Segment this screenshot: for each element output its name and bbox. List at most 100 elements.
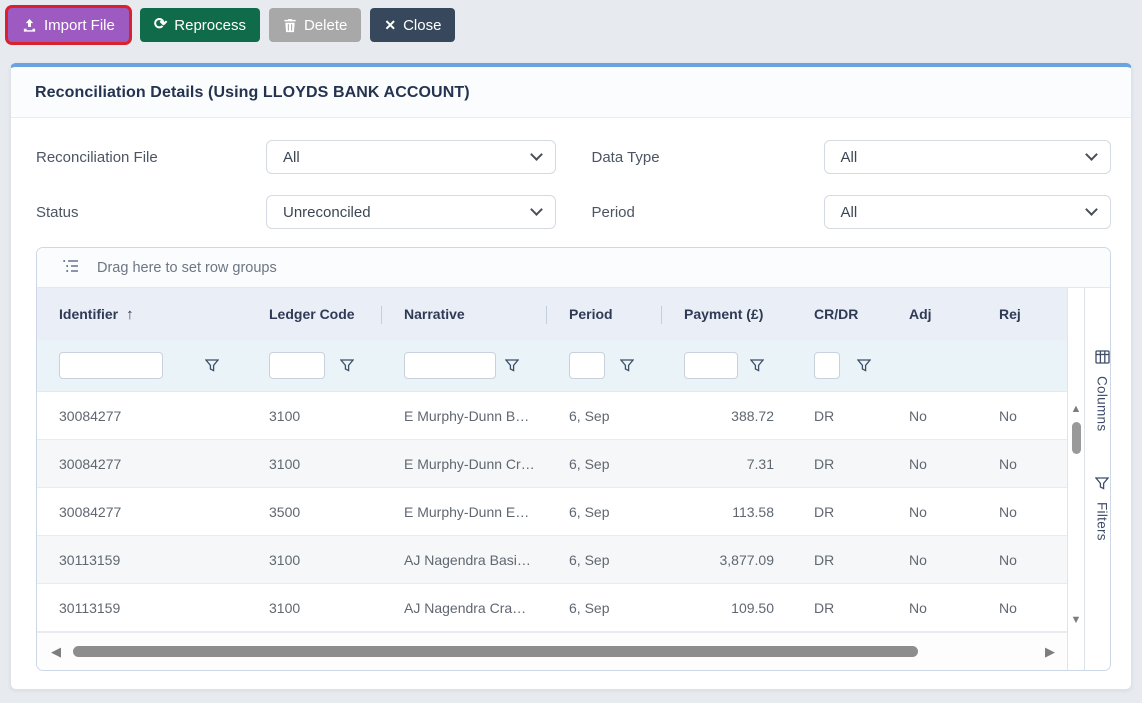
filter-cell-payment: [662, 340, 792, 391]
horizontal-scroll-track[interactable]: [73, 646, 1033, 657]
period-filter-input[interactable]: [569, 352, 605, 379]
reprocess-button[interactable]: ⟳ Reprocess: [140, 8, 260, 42]
import-file-label: Import File: [44, 18, 115, 33]
status-select[interactable]: Unreconciled: [266, 195, 556, 229]
tab-columns-label: Columns: [1095, 376, 1110, 431]
period-field: Period All: [592, 195, 1112, 229]
cell-rej: No: [977, 408, 1067, 424]
period-value: All: [841, 204, 858, 221]
cell-narrative: AJ Nagendra Cra…: [382, 600, 547, 616]
scroll-left-icon[interactable]: ◀: [51, 645, 61, 658]
cell-adj: No: [887, 552, 977, 568]
chevron-down-icon: [530, 148, 543, 161]
tab-filters-label: Filters: [1095, 502, 1110, 541]
cell-ledger-code: 3100: [247, 552, 382, 568]
horizontal-scrollbar[interactable]: ◀ ▶: [37, 632, 1067, 670]
narrative-filter-input[interactable]: [404, 352, 496, 379]
grid-filter-row: [37, 340, 1067, 391]
cell-ledger-code: 3100: [247, 600, 382, 616]
table-row[interactable]: 30084277 3500 E Murphy-Dunn E… 6, Sep 11…: [37, 488, 1067, 536]
column-header-narrative[interactable]: Narrative: [382, 288, 547, 340]
cell-rej: No: [977, 504, 1067, 520]
filter-menu-icon[interactable]: [857, 359, 871, 372]
column-label: Rej: [999, 306, 1021, 322]
filter-icon: [1095, 477, 1109, 495]
payment-filter-input[interactable]: [684, 352, 738, 379]
column-header-rej[interactable]: Rej: [977, 288, 1067, 340]
horizontal-scroll-thumb[interactable]: [73, 646, 918, 657]
column-header-period[interactable]: Period: [547, 288, 662, 340]
trash-icon: [283, 18, 297, 33]
filter-cell-ledger-code: [247, 340, 382, 391]
import-file-button[interactable]: Import File: [8, 8, 129, 42]
filter-menu-icon[interactable]: [505, 359, 519, 372]
cell-crdr: DR: [792, 600, 887, 616]
crdr-filter-input[interactable]: [814, 352, 840, 379]
filter-form-row: Status Unreconciled Period All: [36, 195, 1111, 229]
sync-icon: ⟳: [154, 17, 167, 33]
cell-identifier: 30113159: [37, 552, 247, 568]
column-header-ledger-code[interactable]: Ledger Code: [247, 288, 382, 340]
scroll-down-icon[interactable]: ▼: [1071, 615, 1082, 626]
columns-icon: [1095, 350, 1110, 369]
column-header-payment[interactable]: Payment (£): [662, 288, 792, 340]
row-group-panel[interactable]: Drag here to set row groups: [37, 248, 1110, 288]
row-group-hint: Drag here to set row groups: [97, 260, 277, 276]
cell-ledger-code: 3500: [247, 504, 382, 520]
filter-menu-icon[interactable]: [205, 359, 219, 372]
close-button[interactable]: ✕ Close: [370, 8, 455, 42]
cell-identifier: 30084277: [37, 504, 247, 520]
table-row[interactable]: 30113159 3100 AJ Nagendra Basi… 6, Sep 3…: [37, 536, 1067, 584]
column-label: Narrative: [404, 306, 465, 322]
data-type-value: All: [841, 149, 858, 166]
status-value: Unreconciled: [283, 204, 371, 221]
chevron-down-icon: [1085, 203, 1098, 216]
ledger-code-filter-input[interactable]: [269, 352, 325, 379]
period-label: Period: [592, 204, 824, 221]
reconciliation-grid: Drag here to set row groups Identifier ↑…: [36, 247, 1111, 671]
filter-cell-period: [547, 340, 662, 391]
identifier-filter-input[interactable]: [59, 352, 163, 379]
delete-button[interactable]: Delete: [269, 8, 361, 42]
cell-payment: 388.72: [662, 408, 792, 424]
filter-form-row: Reconciliation File All Data Type All: [36, 140, 1111, 174]
vertical-scroll-thumb[interactable]: [1072, 422, 1081, 454]
cell-identifier: 30113159: [37, 600, 247, 616]
cell-crdr: DR: [792, 552, 887, 568]
filter-menu-icon[interactable]: [750, 359, 764, 372]
scroll-up-icon[interactable]: ▲: [1071, 404, 1082, 415]
scroll-right-icon[interactable]: ▶: [1045, 645, 1055, 658]
cell-payment: 7.31: [662, 456, 792, 472]
table-row[interactable]: 30084277 3100 E Murphy-Dunn Cr… 6, Sep 7…: [37, 440, 1067, 488]
cell-crdr: DR: [792, 408, 887, 424]
filter-menu-icon[interactable]: [340, 359, 354, 372]
data-type-select[interactable]: All: [824, 140, 1112, 174]
status-label: Status: [36, 204, 266, 221]
vertical-scrollbar[interactable]: ▲ ▼: [1067, 288, 1084, 670]
tab-columns[interactable]: Columns: [1095, 350, 1110, 431]
column-header-adj[interactable]: Adj: [887, 288, 977, 340]
cell-period: 6, Sep: [547, 552, 662, 568]
card-header: Reconciliation Details (Using LLOYDS BAN…: [11, 67, 1131, 118]
table-row[interactable]: 30084277 3100 E Murphy-Dunn B… 6, Sep 38…: [37, 392, 1067, 440]
filter-menu-icon[interactable]: [620, 359, 634, 372]
cell-identifier: 30084277: [37, 408, 247, 424]
reconciliation-file-select[interactable]: All: [266, 140, 556, 174]
cell-rej: No: [977, 600, 1067, 616]
row-group-icon: [63, 259, 79, 277]
filter-cell-crdr: [792, 340, 887, 391]
table-row[interactable]: 30113159 3100 AJ Nagendra Cra… 6, Sep 10…: [37, 584, 1067, 632]
cell-narrative: AJ Nagendra Basi…: [382, 552, 547, 568]
cell-adj: No: [887, 504, 977, 520]
cell-adj: No: [887, 600, 977, 616]
cell-payment: 3,877.09: [662, 552, 792, 568]
column-header-identifier[interactable]: Identifier ↑: [37, 288, 247, 340]
cell-identifier: 30084277: [37, 456, 247, 472]
cell-rej: No: [977, 552, 1067, 568]
delete-label: Delete: [304, 18, 347, 33]
period-select[interactable]: All: [824, 195, 1112, 229]
cell-adj: No: [887, 456, 977, 472]
tab-filters[interactable]: Filters: [1095, 477, 1110, 541]
column-header-crdr[interactable]: CR/DR: [792, 288, 887, 340]
grid-rows-viewport: 30084277 3100 E Murphy-Dunn B… 6, Sep 38…: [37, 391, 1067, 632]
